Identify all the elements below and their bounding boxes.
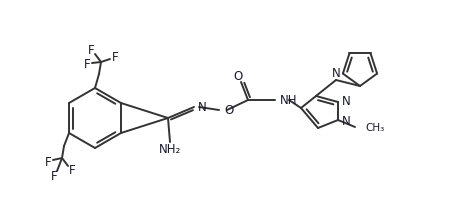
Text: F: F xyxy=(69,164,75,177)
Text: F: F xyxy=(112,50,118,63)
Text: F: F xyxy=(45,155,51,168)
Text: N: N xyxy=(198,101,207,114)
Text: N: N xyxy=(342,95,351,108)
Text: N: N xyxy=(342,114,351,127)
Text: F: F xyxy=(51,170,57,183)
Text: O: O xyxy=(224,103,233,116)
Text: NH: NH xyxy=(280,93,298,106)
Text: NH₂: NH₂ xyxy=(159,142,181,155)
Text: O: O xyxy=(233,69,243,82)
Text: N: N xyxy=(331,67,341,80)
Text: CH₃: CH₃ xyxy=(365,123,384,133)
Text: F: F xyxy=(84,58,90,71)
Text: F: F xyxy=(87,43,94,56)
